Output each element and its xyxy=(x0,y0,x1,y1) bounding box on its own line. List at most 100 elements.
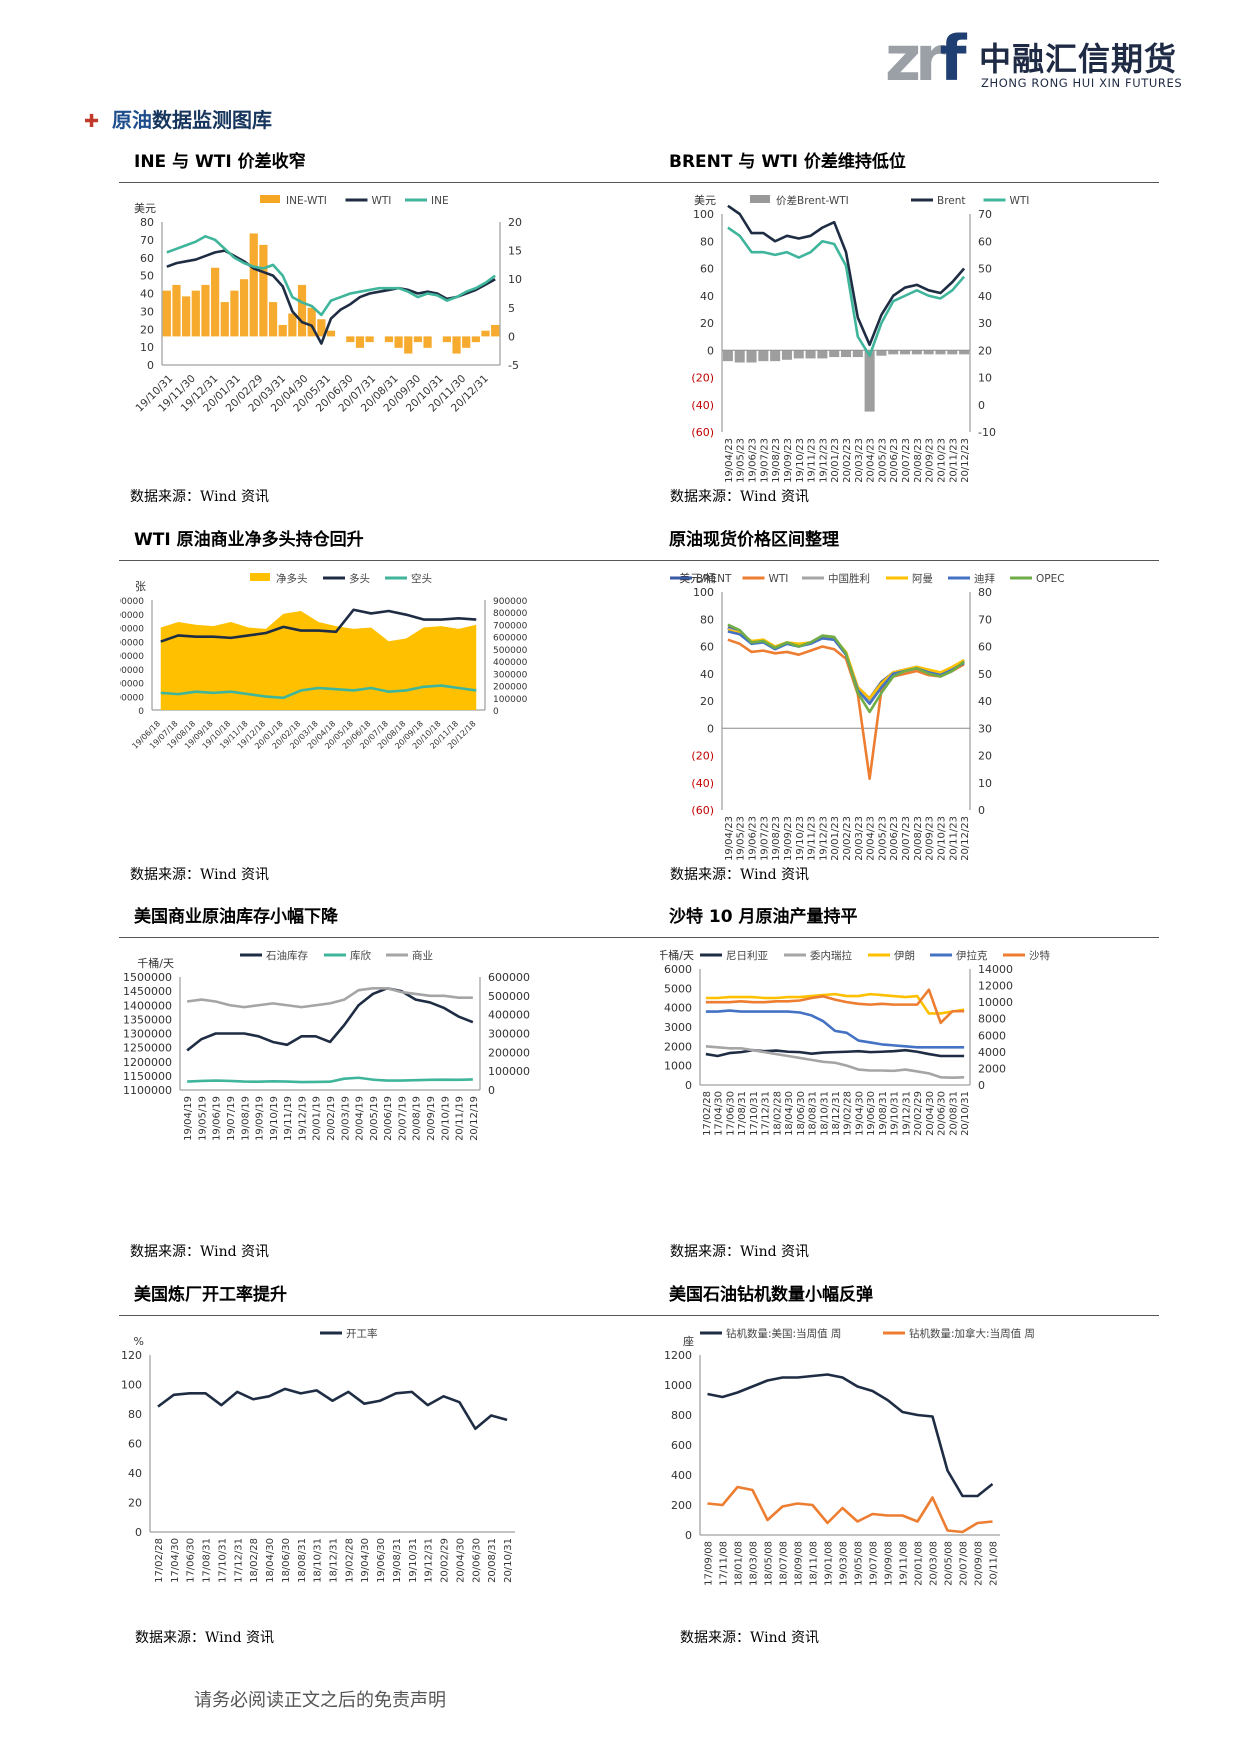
y-tick-label: 400 xyxy=(671,1469,692,1482)
bar xyxy=(317,319,326,337)
x-tick-label: 17/12/31 xyxy=(233,1538,244,1583)
x-tick-label: 20/04/23 xyxy=(866,816,877,860)
x-tick-label: 19/09/19 xyxy=(255,1096,266,1141)
x-tick-label: 20/11/08 xyxy=(989,1541,1000,1586)
y-tick-label-right: 40 xyxy=(978,290,992,303)
line-series xyxy=(705,1048,965,1058)
y-axis-label: 千桶/天 xyxy=(660,948,694,962)
y-tick-label-right: 0 xyxy=(978,1079,985,1092)
y-tick-label: 1350000 xyxy=(123,1013,172,1026)
x-tick-label: 18/08/31 xyxy=(808,1091,819,1136)
y-axis-label: 美元/桶 xyxy=(679,571,716,585)
x-tick-label: 20/12/23 xyxy=(960,438,971,482)
y-tick-label-right: 900000 xyxy=(493,597,528,607)
bar xyxy=(481,330,490,337)
line-series xyxy=(166,235,496,317)
x-tick-label: 20/07/23 xyxy=(901,816,912,860)
y-tick-label-right: 50 xyxy=(978,668,992,681)
x-tick-label: 19/04/23 xyxy=(724,438,735,482)
source-note: 数据来源：Wind 资讯 xyxy=(135,1630,275,1646)
x-tick-label: 19/11/08 xyxy=(899,1541,910,1586)
bar xyxy=(239,279,249,337)
logo-english-name: ZHONG RONG HUI XIN FUTURES xyxy=(981,76,1183,90)
y-tick-label: 0 xyxy=(138,707,144,717)
section-title: ✚ 原油数据监测图库 xyxy=(84,108,272,132)
line-series xyxy=(707,1485,993,1534)
y-tick-label: 1450000 xyxy=(123,985,172,998)
x-tick-label: 18/06/30 xyxy=(281,1538,292,1583)
x-tick-label: 20/11/23 xyxy=(948,438,959,482)
x-tick-label: 19/05/08 xyxy=(854,1541,865,1586)
x-tick-label: 17/08/31 xyxy=(202,1538,213,1583)
y-tick-label: 0 xyxy=(707,344,714,357)
panel-title-brent-wti: BRENT 与 WTI 价差维持低位 xyxy=(669,152,906,172)
bar xyxy=(442,336,451,343)
x-tick-label: 19/11/19 xyxy=(283,1096,294,1141)
x-tick-label: 20/09/19 xyxy=(426,1096,437,1141)
x-tick-label: 20/05/23 xyxy=(877,816,888,860)
bar xyxy=(770,350,781,362)
legend-label: BRENT xyxy=(696,573,732,585)
y-tick-label: 1150000 xyxy=(123,1070,172,1083)
x-tick-label: 20/04/30 xyxy=(925,1091,936,1136)
x-tick-label: 20/09/08 xyxy=(974,1541,985,1586)
x-tick-label: 20/04/30 xyxy=(455,1538,466,1583)
x-tick-label: 17/04/30 xyxy=(714,1091,725,1136)
y-tick-label-right: 0 xyxy=(978,399,985,412)
bar xyxy=(852,350,863,358)
legend-label: 库欣 xyxy=(350,949,371,962)
y-tick-label: 100000 xyxy=(120,693,144,703)
y-tick-label: 600000 xyxy=(120,625,144,635)
bar xyxy=(758,350,769,362)
area-series xyxy=(160,611,477,710)
bar xyxy=(911,350,922,355)
y-tick-label: 6000 xyxy=(664,963,692,976)
y-tick-label-right: 10 xyxy=(978,777,992,790)
x-tick-label: 18/04/30 xyxy=(265,1538,276,1583)
y-tick-label-right: 300000 xyxy=(488,1028,530,1041)
y-tick-label: 20 xyxy=(700,695,714,708)
panel-title-refinery-utilization: 美国炼厂开工率提升 xyxy=(134,1285,287,1305)
bar xyxy=(947,350,958,355)
x-tick-label: 20/05/23 xyxy=(877,438,888,482)
bar xyxy=(817,350,828,359)
y-tick-label: 80 xyxy=(140,216,154,229)
y-tick-label: 30 xyxy=(140,305,154,318)
bar xyxy=(746,350,757,363)
legend-label: INE-WTI xyxy=(286,195,327,207)
x-tick-label: 20/07/23 xyxy=(901,438,912,482)
y-tick-label-right: 30 xyxy=(978,317,992,330)
x-tick-label: 19/09/08 xyxy=(884,1541,895,1586)
y-tick-label-right: 300000 xyxy=(493,670,528,680)
y-tick-label: 1300000 xyxy=(123,1028,172,1041)
x-tick-label: 18/10/31 xyxy=(819,1091,830,1136)
line-series xyxy=(705,992,965,1015)
y-tick-label: 300000 xyxy=(120,666,144,676)
x-tick-label: 19/08/31 xyxy=(878,1091,889,1136)
x-tick-label: 19/12/31 xyxy=(424,1538,435,1583)
x-tick-label: 20/02/23 xyxy=(842,438,853,482)
legend-label: 沙特 xyxy=(1029,950,1051,962)
source-note: 数据来源：Wind 资讯 xyxy=(670,1244,810,1260)
line-series xyxy=(157,1387,508,1431)
x-tick-label: 20/06/30 xyxy=(471,1538,482,1583)
y-tick-label: 0 xyxy=(685,1529,692,1542)
x-tick-label: 20/05/08 xyxy=(944,1541,955,1586)
legend-label: 石油库存 xyxy=(266,949,308,962)
line-series xyxy=(186,987,474,1052)
x-tick-label: 19/04/30 xyxy=(360,1538,371,1583)
x-tick-label: 17/11/08 xyxy=(719,1541,730,1586)
y-tick-label: 100 xyxy=(121,1379,142,1392)
x-tick-label: 19/07/23 xyxy=(759,816,770,860)
x-tick-label: 18/08/31 xyxy=(297,1538,308,1583)
bar xyxy=(900,350,911,355)
legend-label: 净多头 xyxy=(276,572,308,585)
y-tick-label-right: 100000 xyxy=(488,1065,530,1078)
bar xyxy=(326,330,336,337)
section-bullet-icon: ✚ xyxy=(84,111,100,132)
bar xyxy=(829,350,840,358)
x-tick-label: 19/06/30 xyxy=(866,1091,877,1136)
bar xyxy=(355,336,365,348)
x-tick-label: 19/06/30 xyxy=(376,1538,387,1583)
